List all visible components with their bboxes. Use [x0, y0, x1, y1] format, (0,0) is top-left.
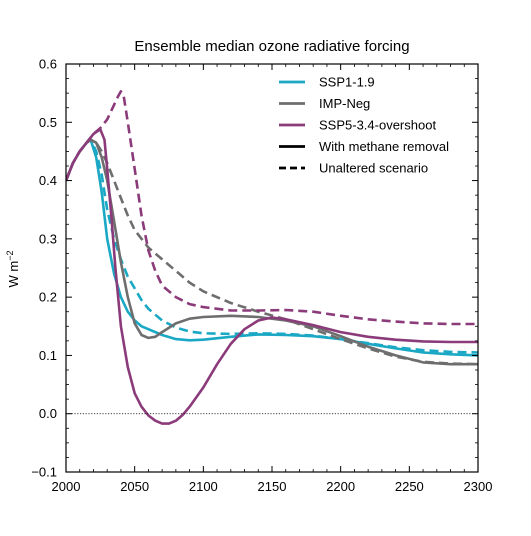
x-tick-label: 2150	[258, 479, 287, 494]
y-tick-label: −0.1	[31, 465, 57, 480]
legend-label: With methane removal	[319, 139, 449, 154]
x-tick-label: 2100	[189, 479, 218, 494]
ticks: 2000 2050 2100 2150 2200 2250 2300 −0.1 0.0 0.1 0.…	[31, 57, 492, 495]
plot-lines	[66, 90, 478, 425]
legend: SSP1-1.9 IMP-Neg SSP5-3.4-overshoot With me…	[279, 75, 449, 176]
y-tick-label: 0.2	[39, 290, 57, 305]
series-line-ssp5-3-4-overshoot-unaltered	[66, 90, 478, 326]
y-tick-label: 0.5	[39, 115, 57, 130]
series-line-ssp5-3-4-overshoot-methane-removal	[66, 128, 478, 425]
y-tick-label: 0.0	[39, 406, 57, 421]
y-axis-label-text: W m	[6, 261, 21, 288]
chart-title: Ensemble median ozone radiative forcing	[134, 38, 409, 55]
legend-label: SSP1-1.9	[319, 75, 375, 90]
y-axis-label: W m−2	[5, 251, 21, 288]
x-tick-label: 2050	[120, 479, 149, 494]
y-tick-label: 0.4	[39, 173, 57, 188]
x-tick-label: 2300	[464, 479, 493, 494]
legend-label: IMP-Neg	[319, 96, 370, 111]
x-tick-label: 2200	[326, 479, 355, 494]
x-tick-label: 2250	[395, 479, 424, 494]
series-line-imp-neg-methane-removal	[66, 138, 478, 366]
y-tick-label: 0.6	[39, 57, 57, 72]
legend-label: SSP5-3.4-overshoot	[319, 118, 436, 133]
y-axis-label-superscript: −2	[5, 251, 15, 261]
y-tick-label: 0.3	[39, 231, 57, 246]
legend-label: Unaltered scenario	[319, 161, 428, 176]
series-line-imp-neg-unaltered	[66, 138, 478, 366]
y-tick-label: 0.1	[39, 348, 57, 363]
x-tick-label: 2000	[52, 479, 81, 494]
